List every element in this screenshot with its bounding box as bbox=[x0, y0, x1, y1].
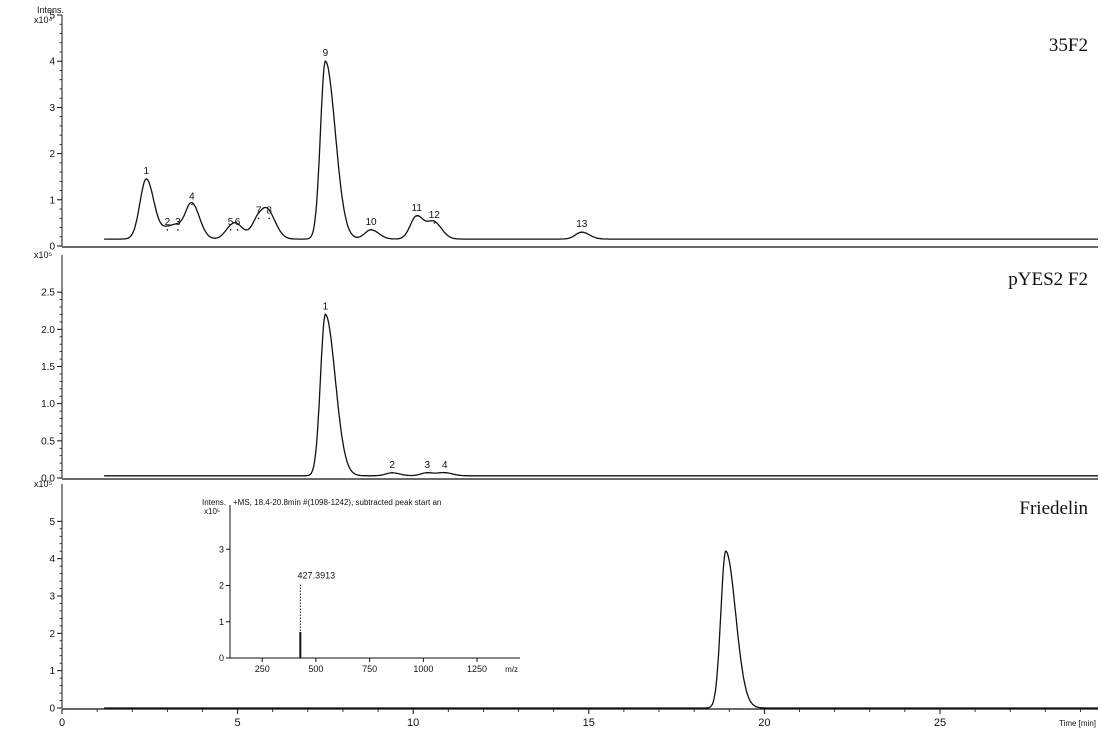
y-scale-label: x10⁵ bbox=[34, 250, 53, 260]
x-tick-label: 10 bbox=[407, 717, 419, 729]
inset-x-tick-label: 1000 bbox=[413, 664, 433, 674]
y-scale-label: x10⁴ bbox=[34, 15, 53, 25]
peak-point bbox=[166, 229, 169, 231]
peak-label: 5 bbox=[228, 217, 234, 228]
panel-title: pYES2 F2 bbox=[1008, 269, 1088, 290]
chromatogram-trace-0 bbox=[104, 60, 1098, 240]
peak-label: 6 bbox=[235, 217, 241, 228]
inset-x-tick-label: 1250 bbox=[467, 664, 487, 674]
x-axis-label: Time [min] bbox=[1059, 719, 1096, 728]
peak-point bbox=[370, 229, 372, 231]
peak-label: 9 bbox=[323, 48, 329, 59]
peak-point bbox=[191, 203, 193, 206]
peak-point bbox=[433, 222, 436, 224]
y-tick-label: 1 bbox=[49, 666, 55, 677]
y-tick-label: 0.0 bbox=[41, 474, 55, 485]
peak-label: 3 bbox=[175, 217, 181, 228]
inset-y-tick-label: 3 bbox=[219, 544, 224, 554]
peak-label: 11 bbox=[412, 203, 423, 214]
y-tick-label: 3 bbox=[49, 592, 55, 603]
inset-y-tick-label: 0 bbox=[219, 653, 224, 663]
y-tick-label: 4 bbox=[49, 57, 55, 68]
peak-label: 2 bbox=[165, 217, 171, 228]
peak-label: 1 bbox=[144, 166, 150, 177]
peak-point bbox=[391, 471, 393, 474]
peak-point bbox=[177, 229, 179, 231]
y-tick-label: 1 bbox=[49, 195, 55, 206]
inset-y-label: Intens. bbox=[202, 498, 226, 507]
ms-peak-label: 427.3913 bbox=[298, 571, 336, 581]
peak-label: 4 bbox=[442, 460, 448, 471]
y-tick-label: 1.5 bbox=[41, 362, 55, 373]
ms-inset: +MS, 18.4-20.8min #(1098-1242), subtract… bbox=[202, 498, 520, 674]
peak-label: 10 bbox=[365, 217, 377, 228]
chromatogram-trace-1 bbox=[104, 313, 1098, 477]
peak-point bbox=[580, 231, 583, 233]
peak-point bbox=[257, 217, 260, 220]
peak-point bbox=[443, 471, 446, 474]
peak-label: 4 bbox=[189, 191, 195, 202]
x-tick-label: 15 bbox=[583, 717, 595, 729]
peak-point bbox=[145, 178, 148, 180]
peak-point bbox=[324, 313, 327, 316]
y-tick-label: 2 bbox=[49, 629, 55, 640]
peak-label: 2 bbox=[389, 460, 395, 471]
peak-label: 7 bbox=[256, 205, 262, 216]
y-tick-label: 2 bbox=[49, 149, 55, 160]
inset-x-tick-label: 500 bbox=[308, 664, 323, 674]
chromatogram-trace-2 bbox=[104, 550, 1098, 709]
inset-y-scale: x10⁵ bbox=[204, 507, 220, 516]
peak-label: 3 bbox=[424, 460, 430, 471]
y-tick-label: 0 bbox=[49, 704, 55, 715]
x-tick-label: 5 bbox=[235, 717, 241, 729]
inset-y-tick-label: 1 bbox=[219, 617, 224, 627]
x-tick-label: 25 bbox=[934, 717, 946, 729]
panel-title: Friedelin bbox=[1019, 498, 1088, 519]
peak-label: 8 bbox=[266, 205, 272, 216]
peak-point bbox=[236, 229, 239, 231]
inset-x-tick-label: 250 bbox=[255, 664, 270, 674]
y-tick-label: 0.5 bbox=[41, 436, 55, 447]
y-tick-label: 2.0 bbox=[41, 325, 55, 336]
y-scale-label: x10⁵ bbox=[34, 479, 53, 489]
peak-point bbox=[324, 60, 327, 62]
inset-x-label: m/z bbox=[505, 665, 518, 674]
y-axis-label: Intens. bbox=[37, 5, 64, 15]
peak-label: 12 bbox=[429, 210, 441, 221]
peak-point bbox=[426, 471, 429, 474]
y-tick-label: 5 bbox=[49, 11, 55, 22]
x-tick-label: 20 bbox=[758, 717, 770, 729]
inset-y-tick-label: 2 bbox=[219, 581, 224, 591]
y-tick-label: 1.0 bbox=[41, 399, 55, 410]
peak-point bbox=[268, 217, 271, 220]
y-tick-label: 2.5 bbox=[41, 288, 55, 299]
inset-title: +MS, 18.4-20.8min #(1098-1242), subtract… bbox=[233, 498, 441, 507]
y-tick-label: 3 bbox=[49, 103, 55, 114]
peak-label: 1 bbox=[323, 301, 329, 312]
peak-label: 13 bbox=[576, 219, 588, 230]
inset-x-tick-label: 750 bbox=[362, 664, 377, 674]
peak-point bbox=[415, 215, 418, 217]
peak-point bbox=[724, 550, 727, 552]
y-tick-label: 0 bbox=[49, 242, 55, 253]
x-tick-label: 0 bbox=[59, 717, 65, 729]
peak-point bbox=[229, 229, 232, 231]
y-tick-label: 4 bbox=[49, 554, 55, 565]
panel-title: 35F2 bbox=[1049, 35, 1088, 56]
y-tick-label: 5 bbox=[49, 517, 55, 528]
